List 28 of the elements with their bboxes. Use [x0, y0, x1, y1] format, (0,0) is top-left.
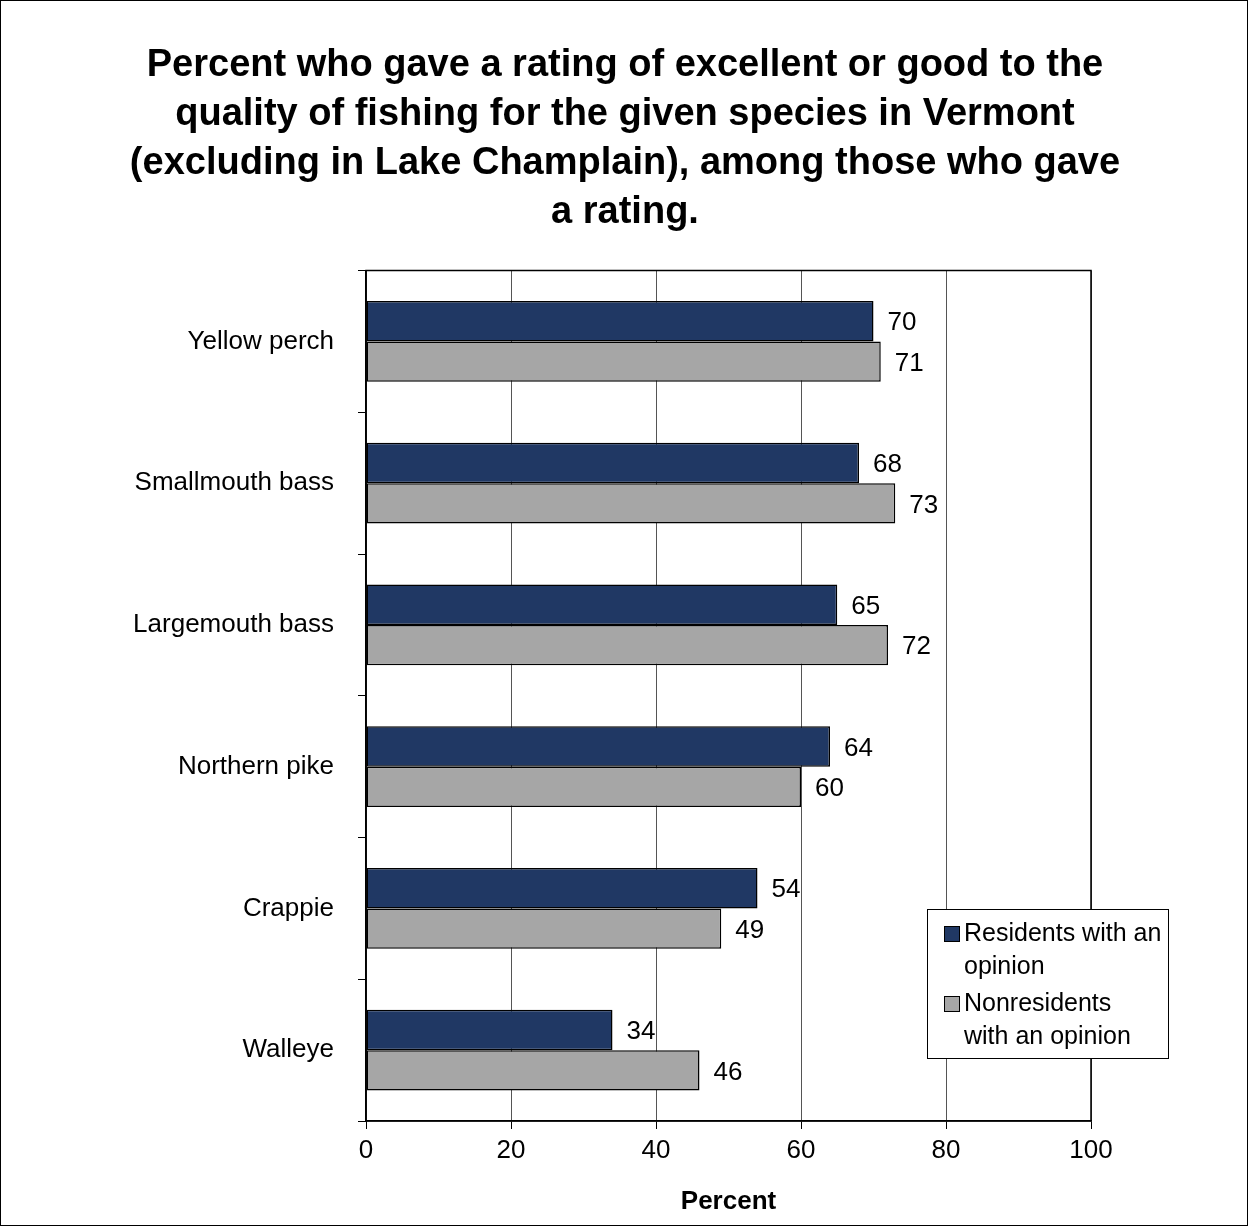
- legend-label: Nonresidents with an opinion: [964, 987, 1132, 1051]
- y-tick-label: Walleye: [242, 1033, 334, 1064]
- data-label: 49: [735, 913, 765, 944]
- data-label: 54: [771, 873, 801, 904]
- data-label: 72: [902, 630, 931, 661]
- y-tick-label: Yellow perch: [187, 324, 334, 355]
- data-label: 68: [873, 448, 902, 479]
- data-label: 70: [887, 306, 917, 337]
- data-label: 64: [844, 731, 873, 762]
- y-tick-label: Crappie: [242, 891, 334, 922]
- x-tick-label: 80: [931, 1133, 961, 1164]
- data-label: 65: [851, 589, 881, 620]
- x-tick-label: 100: [1069, 1133, 1113, 1164]
- legend-label: Residents with an opinion: [964, 917, 1162, 981]
- data-label: 71: [894, 346, 924, 377]
- data-label: 34: [626, 1015, 656, 1046]
- x-tick-label: 60: [786, 1133, 816, 1164]
- x-tick-label: 40: [641, 1133, 671, 1164]
- chart-title: Percent who gave a rating of excellent or good to the quality of fishing for the given species in Vermont (excluding in Lake Champlain), among those who gave a rating.: [128, 41, 1122, 233]
- data-label: 46: [713, 1055, 743, 1086]
- x-tick-label: 20: [496, 1133, 526, 1164]
- y-tick-label: Smallmouth bass: [134, 466, 334, 497]
- x-axis-title: Percent: [680, 1184, 777, 1215]
- x-tick-label: 0: [358, 1133, 374, 1164]
- data-label: 73: [909, 488, 939, 519]
- data-label: 60: [815, 772, 844, 803]
- y-tick-label: Northern pike: [177, 749, 334, 780]
- y-tick-label: Largemouth bass: [133, 608, 334, 639]
